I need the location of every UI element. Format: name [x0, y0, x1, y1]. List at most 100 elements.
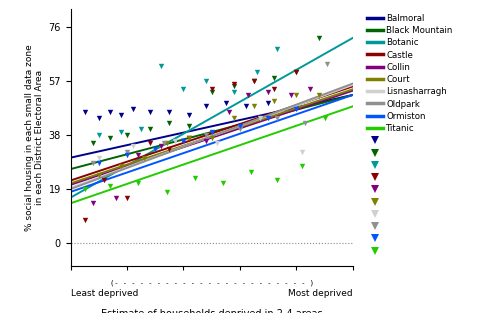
Point — [171, 138, 179, 143]
Point — [324, 61, 332, 66]
Point — [273, 178, 281, 183]
Point — [112, 195, 120, 200]
Point — [202, 104, 210, 109]
Point — [287, 92, 295, 97]
Legend: Balmoral, Black Mountain, Botanic, Castle, Collin, Court, Lisnasharragh, Oldpark: Balmoral, Black Mountain, Botanic, Castl… — [367, 14, 453, 256]
Point — [123, 195, 131, 200]
Point — [162, 141, 170, 146]
Point — [185, 124, 193, 129]
Point — [202, 78, 210, 83]
Point — [95, 132, 103, 137]
Point — [273, 115, 281, 120]
Point — [264, 115, 272, 120]
Point — [162, 189, 170, 194]
Point — [165, 110, 173, 115]
Point — [321, 115, 329, 120]
Point — [250, 78, 258, 83]
Point — [179, 87, 187, 92]
Point — [81, 218, 89, 223]
Point — [165, 146, 173, 151]
Point — [219, 181, 227, 186]
Point — [292, 107, 300, 112]
Point — [191, 175, 199, 180]
Point — [151, 146, 159, 151]
Point — [95, 155, 103, 160]
Point — [160, 141, 168, 146]
Point — [129, 144, 137, 149]
Point — [146, 110, 154, 115]
Point — [134, 152, 142, 157]
Point — [298, 150, 306, 155]
Point — [95, 161, 103, 166]
Point — [129, 107, 137, 112]
Point — [123, 152, 131, 157]
Point — [230, 90, 238, 95]
Point — [315, 92, 323, 97]
Point — [117, 112, 125, 117]
Point — [230, 115, 238, 120]
Point — [264, 90, 272, 95]
Point — [244, 92, 253, 97]
Point — [222, 101, 230, 106]
Point — [208, 90, 216, 95]
Point — [208, 87, 216, 92]
Point — [273, 47, 281, 52]
Point — [270, 98, 278, 103]
Point — [146, 127, 154, 132]
Point — [230, 84, 238, 89]
Point — [230, 81, 238, 86]
Point — [292, 69, 300, 74]
Point — [270, 87, 278, 92]
Point — [179, 138, 187, 143]
Point — [179, 138, 187, 143]
Point — [89, 161, 97, 166]
Y-axis label: % social housing in each small data zone
in each District Electoral Area: % social housing in each small data zone… — [25, 44, 44, 231]
Point — [106, 135, 114, 140]
Point — [89, 201, 97, 206]
Point — [137, 127, 145, 132]
Point — [202, 138, 210, 143]
Point — [140, 155, 148, 160]
Point — [292, 69, 300, 74]
Point — [95, 115, 103, 120]
Point — [117, 164, 125, 169]
Point — [123, 132, 131, 137]
Point — [157, 144, 165, 149]
Point — [264, 101, 272, 106]
Point — [225, 110, 233, 115]
Point — [117, 130, 125, 135]
Point — [100, 178, 108, 183]
Point — [106, 110, 114, 115]
Point — [306, 87, 314, 92]
Point — [202, 132, 210, 137]
Point — [250, 104, 258, 109]
Point — [95, 172, 103, 177]
Point — [134, 181, 142, 186]
Text: Estimate of households deprived in 2-4 areas: Estimate of households deprived in 2-4 a… — [101, 309, 323, 313]
Point — [81, 110, 89, 115]
Point — [241, 104, 249, 109]
Point — [185, 135, 193, 140]
Point — [185, 135, 193, 140]
Point — [123, 150, 131, 155]
Point — [236, 124, 244, 129]
Text: (- - - - - - - - - - - - - - - - - - - - - - - ): (- - - - - - - - - - - - - - - - - - - -… — [110, 280, 313, 286]
Point — [253, 69, 261, 74]
Point — [165, 121, 173, 126]
Point — [213, 141, 221, 146]
Text: Least deprived: Least deprived — [71, 289, 138, 298]
Point — [106, 184, 114, 189]
Point — [208, 135, 216, 140]
Point — [81, 187, 89, 192]
Point — [247, 169, 255, 174]
Point — [270, 75, 278, 80]
Point — [256, 115, 264, 120]
Point — [236, 127, 244, 132]
Point — [146, 141, 154, 146]
Point — [298, 164, 306, 169]
Point — [208, 130, 216, 135]
Point — [301, 121, 309, 126]
Point — [292, 92, 300, 97]
Point — [250, 78, 258, 83]
Point — [157, 64, 165, 69]
